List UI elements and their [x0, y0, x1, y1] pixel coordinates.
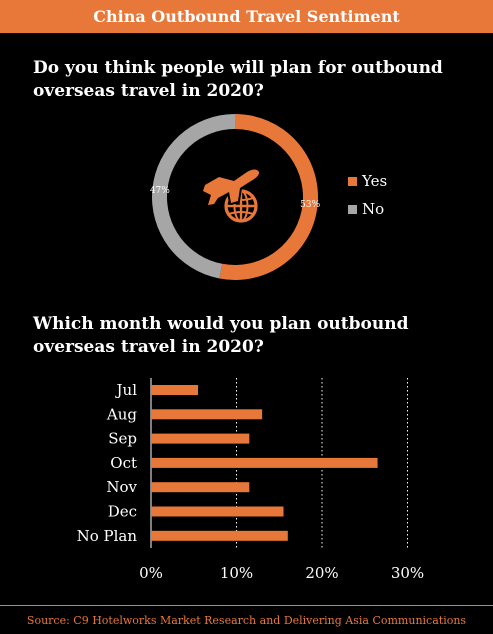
category-label: Nov: [106, 478, 137, 496]
bar-jul: [151, 385, 199, 395]
category-label: Jul: [115, 381, 138, 399]
donut-slice-yes: [219, 114, 318, 280]
category-label: Oct: [110, 454, 137, 472]
source-footer: Source: C9 Hotelworks Market Research an…: [0, 605, 493, 634]
source-text: Source: C9 Hotelworks Market Research an…: [26, 613, 467, 627]
x-tick-label: 10%: [220, 564, 253, 582]
donut-slice-no: [152, 114, 235, 279]
category-label: Dec: [108, 503, 137, 521]
x-tick-label: 30%: [391, 564, 424, 582]
legend-swatch-yes: [348, 177, 357, 186]
bar-sep: [151, 433, 250, 444]
title-banner: China Outbound Travel Sentiment: [0, 0, 493, 33]
donut-chart-question: Do you think people will plan for outbou…: [33, 58, 443, 101]
page-title: China Outbound Travel Sentiment: [93, 7, 400, 26]
airplane-globe-icon: [201, 167, 262, 223]
bar-chart-question: Which month would you plan outbound over…: [33, 314, 409, 357]
bar-nov: [151, 482, 250, 493]
legend-label-yes: Yes: [361, 172, 387, 190]
category-label: Sep: [108, 430, 137, 448]
bar-oct: [151, 457, 378, 468]
legend-label-no: No: [362, 200, 384, 218]
bar-dec: [151, 506, 284, 517]
donut-label-yes: 53%: [300, 200, 320, 210]
x-tick-label: 20%: [305, 564, 338, 582]
category-label: Aug: [106, 405, 137, 423]
donut-chart: 53% 47% Yes No: [150, 114, 387, 280]
bar-aug: [151, 409, 263, 420]
x-tick-label: 0%: [139, 564, 163, 582]
donut-label-no: 47%: [150, 186, 170, 196]
legend-swatch-no: [348, 205, 357, 214]
category-label: No Plan: [77, 527, 138, 545]
bar-no-plan: [151, 530, 288, 541]
